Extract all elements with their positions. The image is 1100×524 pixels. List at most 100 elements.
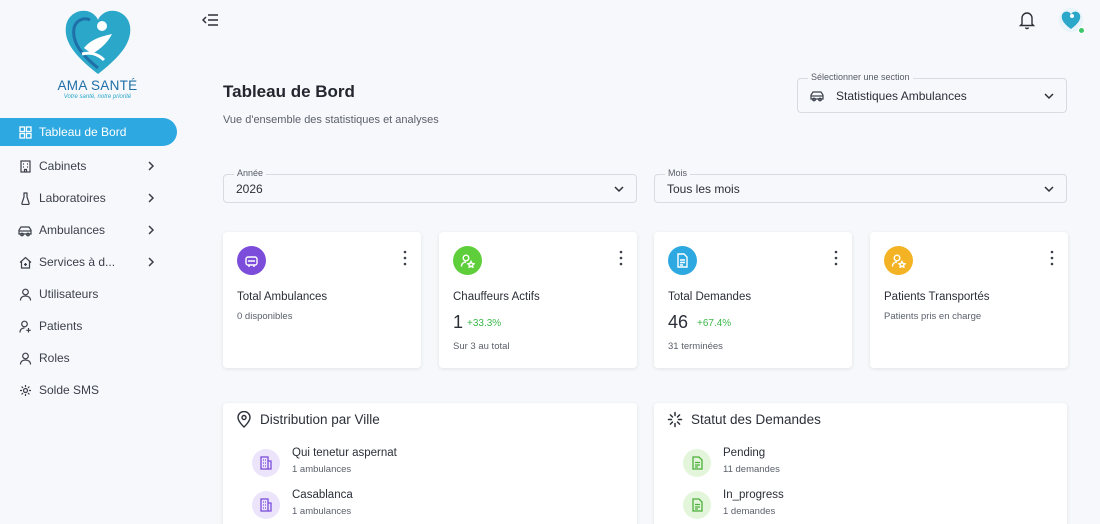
sidebar-nav: Tableau de Bord Cabinets Laboratoires Am… xyxy=(0,118,190,406)
stat-title: Patients Transportés xyxy=(884,291,990,303)
patient-icon xyxy=(18,319,32,333)
ambulance-icon xyxy=(18,223,32,237)
chevron-right-icon xyxy=(148,257,155,267)
stat-value: 46 xyxy=(668,312,689,332)
dashboard-icon xyxy=(18,125,32,139)
online-status-dot xyxy=(1078,27,1085,34)
stat-card-total-ambulances: Total Ambulances 0 disponibles xyxy=(223,232,421,368)
sidebar-item-laboratoires[interactable]: Laboratoires xyxy=(0,182,190,214)
sidebar-item-services[interactable]: Services à d... xyxy=(0,246,190,278)
year-select-value: 2026 xyxy=(236,181,263,196)
heart-logo-icon xyxy=(1061,11,1081,29)
stat-title: Total Demandes xyxy=(668,291,752,303)
document-icon xyxy=(668,246,697,275)
document-icon xyxy=(683,491,711,519)
stat-change: +67.4% xyxy=(697,318,732,329)
stat-subtext: Patients pris en charge xyxy=(884,311,982,322)
month-select-label: Mois xyxy=(665,168,691,178)
building-icon xyxy=(18,159,32,173)
chevron-down-icon xyxy=(1044,185,1054,192)
stat-card-chauffeurs-actifs: Chauffeurs Actifs 1 +33.3% Sur 3 au tota… xyxy=(439,232,637,368)
sidebar-item-tableau-de-bord[interactable]: Tableau de Bord xyxy=(0,118,177,146)
loader-icon xyxy=(667,411,683,428)
patient-badge-icon xyxy=(884,246,913,275)
month-select-value: Tous les mois xyxy=(667,181,740,196)
chevron-down-icon xyxy=(1044,92,1054,99)
list-item-name: Casablanca xyxy=(292,489,353,501)
stat-change: +33.3% xyxy=(467,318,502,329)
chevron-right-icon xyxy=(148,161,155,171)
stat-subtext: 0 disponibles xyxy=(237,311,293,322)
stat-value: 1 xyxy=(453,312,464,332)
sidebar-item-label: Solde SMS xyxy=(39,383,100,397)
list-item-name: In_progress xyxy=(723,489,784,501)
section-select[interactable]: Sélectionner une section Statistiques Am… xyxy=(797,72,1067,113)
more-options-icon[interactable] xyxy=(1050,250,1054,266)
sidebar-item-label: Laboratoires xyxy=(39,191,106,205)
sidebar-item-label: Services à d... xyxy=(39,255,116,269)
sidebar-item-cabinets[interactable]: Cabinets xyxy=(0,150,190,182)
user-icon xyxy=(18,351,32,365)
page-subtitle: Vue d'ensemble des statistiques et analy… xyxy=(223,114,439,126)
building-icon xyxy=(252,491,280,519)
more-options-icon[interactable] xyxy=(403,250,407,266)
list-item[interactable]: In_progress 1 demandes xyxy=(683,489,983,524)
more-options-icon[interactable] xyxy=(619,250,623,266)
status-panel: Statut des Demandes Pending 11 demandes … xyxy=(654,403,1067,524)
more-options-icon[interactable] xyxy=(834,250,838,266)
sidebar-item-label: Ambulances xyxy=(39,223,106,237)
building-icon xyxy=(252,449,280,477)
sidebar-item-roles[interactable]: Roles xyxy=(0,342,190,374)
collapse-menu-icon[interactable] xyxy=(202,12,220,28)
brand-tagline: Votre santé, notre priorité xyxy=(63,94,132,100)
list-item-sub: 1 demandes xyxy=(723,506,776,517)
sidebar: AMA SANTÉ Votre santé, notre priorité Ta… xyxy=(0,0,190,524)
document-icon xyxy=(683,449,711,477)
year-select[interactable]: Année 2026 xyxy=(223,168,637,203)
list-item-sub: 1 ambulances xyxy=(292,506,352,517)
list-item[interactable]: Pending 11 demandes xyxy=(683,447,983,487)
chevron-right-icon xyxy=(148,225,155,235)
list-item-sub: 11 demandes xyxy=(723,464,780,475)
user-icon xyxy=(18,287,32,301)
list-item-name: Pending xyxy=(723,447,766,459)
stat-card-total-demandes: Total Demandes 46 +67.4% 31 terminées xyxy=(654,232,852,368)
list-item-name: Qui tenetur aspernat xyxy=(292,447,397,459)
sidebar-item-solde-sms[interactable]: Solde SMS xyxy=(0,374,190,406)
stat-title: Chauffeurs Actifs xyxy=(453,291,540,303)
flask-icon xyxy=(18,191,32,205)
stat-title: Total Ambulances xyxy=(237,291,328,303)
year-select-label: Année xyxy=(234,168,267,178)
list-item[interactable]: Qui tenetur aspernat 1 ambulances xyxy=(252,447,552,487)
sidebar-item-label: Tableau de Bord xyxy=(39,125,127,139)
stat-footnote: 31 terminées xyxy=(668,341,723,352)
list-item[interactable]: Casablanca 1 ambulances xyxy=(252,489,552,524)
sidebar-item-utilisateurs[interactable]: Utilisateurs xyxy=(0,278,190,310)
home-icon xyxy=(18,255,32,269)
gear-icon xyxy=(18,383,32,397)
ambulance-icon xyxy=(237,246,266,275)
stat-footnote: Sur 3 au total xyxy=(453,341,510,352)
brand-title: AMA SANTÉ xyxy=(57,78,138,93)
chevron-down-icon xyxy=(614,185,624,192)
brand-logo[interactable]: AMA SANTÉ Votre santé, notre priorité xyxy=(50,8,145,108)
driver-badge-icon xyxy=(453,246,482,275)
sidebar-item-label: Patients xyxy=(39,319,83,333)
sidebar-item-patients[interactable]: Patients xyxy=(0,310,190,342)
section-select-label: Sélectionner une section xyxy=(808,72,913,82)
location-pin-icon xyxy=(237,411,251,428)
sidebar-item-ambulances[interactable]: Ambulances xyxy=(0,214,190,246)
sidebar-item-label: Utilisateurs xyxy=(39,287,99,301)
ambulance-icon xyxy=(810,91,824,102)
sidebar-item-label: Roles xyxy=(39,351,70,365)
chevron-right-icon xyxy=(148,193,155,203)
section-select-value: Statistiques Ambulances xyxy=(836,88,967,103)
list-item-sub: 1 ambulances xyxy=(292,464,352,475)
heart-logo-icon xyxy=(65,10,130,74)
panel-title: Distribution par Ville xyxy=(260,412,380,427)
page-title: Tableau de Bord xyxy=(223,82,355,101)
panel-title: Statut des Demandes xyxy=(691,412,821,427)
bell-icon[interactable] xyxy=(1018,10,1036,30)
distribution-panel: Distribution par Ville Qui tenetur asper… xyxy=(223,403,637,524)
month-select[interactable]: Mois Tous les mois xyxy=(654,168,1067,203)
